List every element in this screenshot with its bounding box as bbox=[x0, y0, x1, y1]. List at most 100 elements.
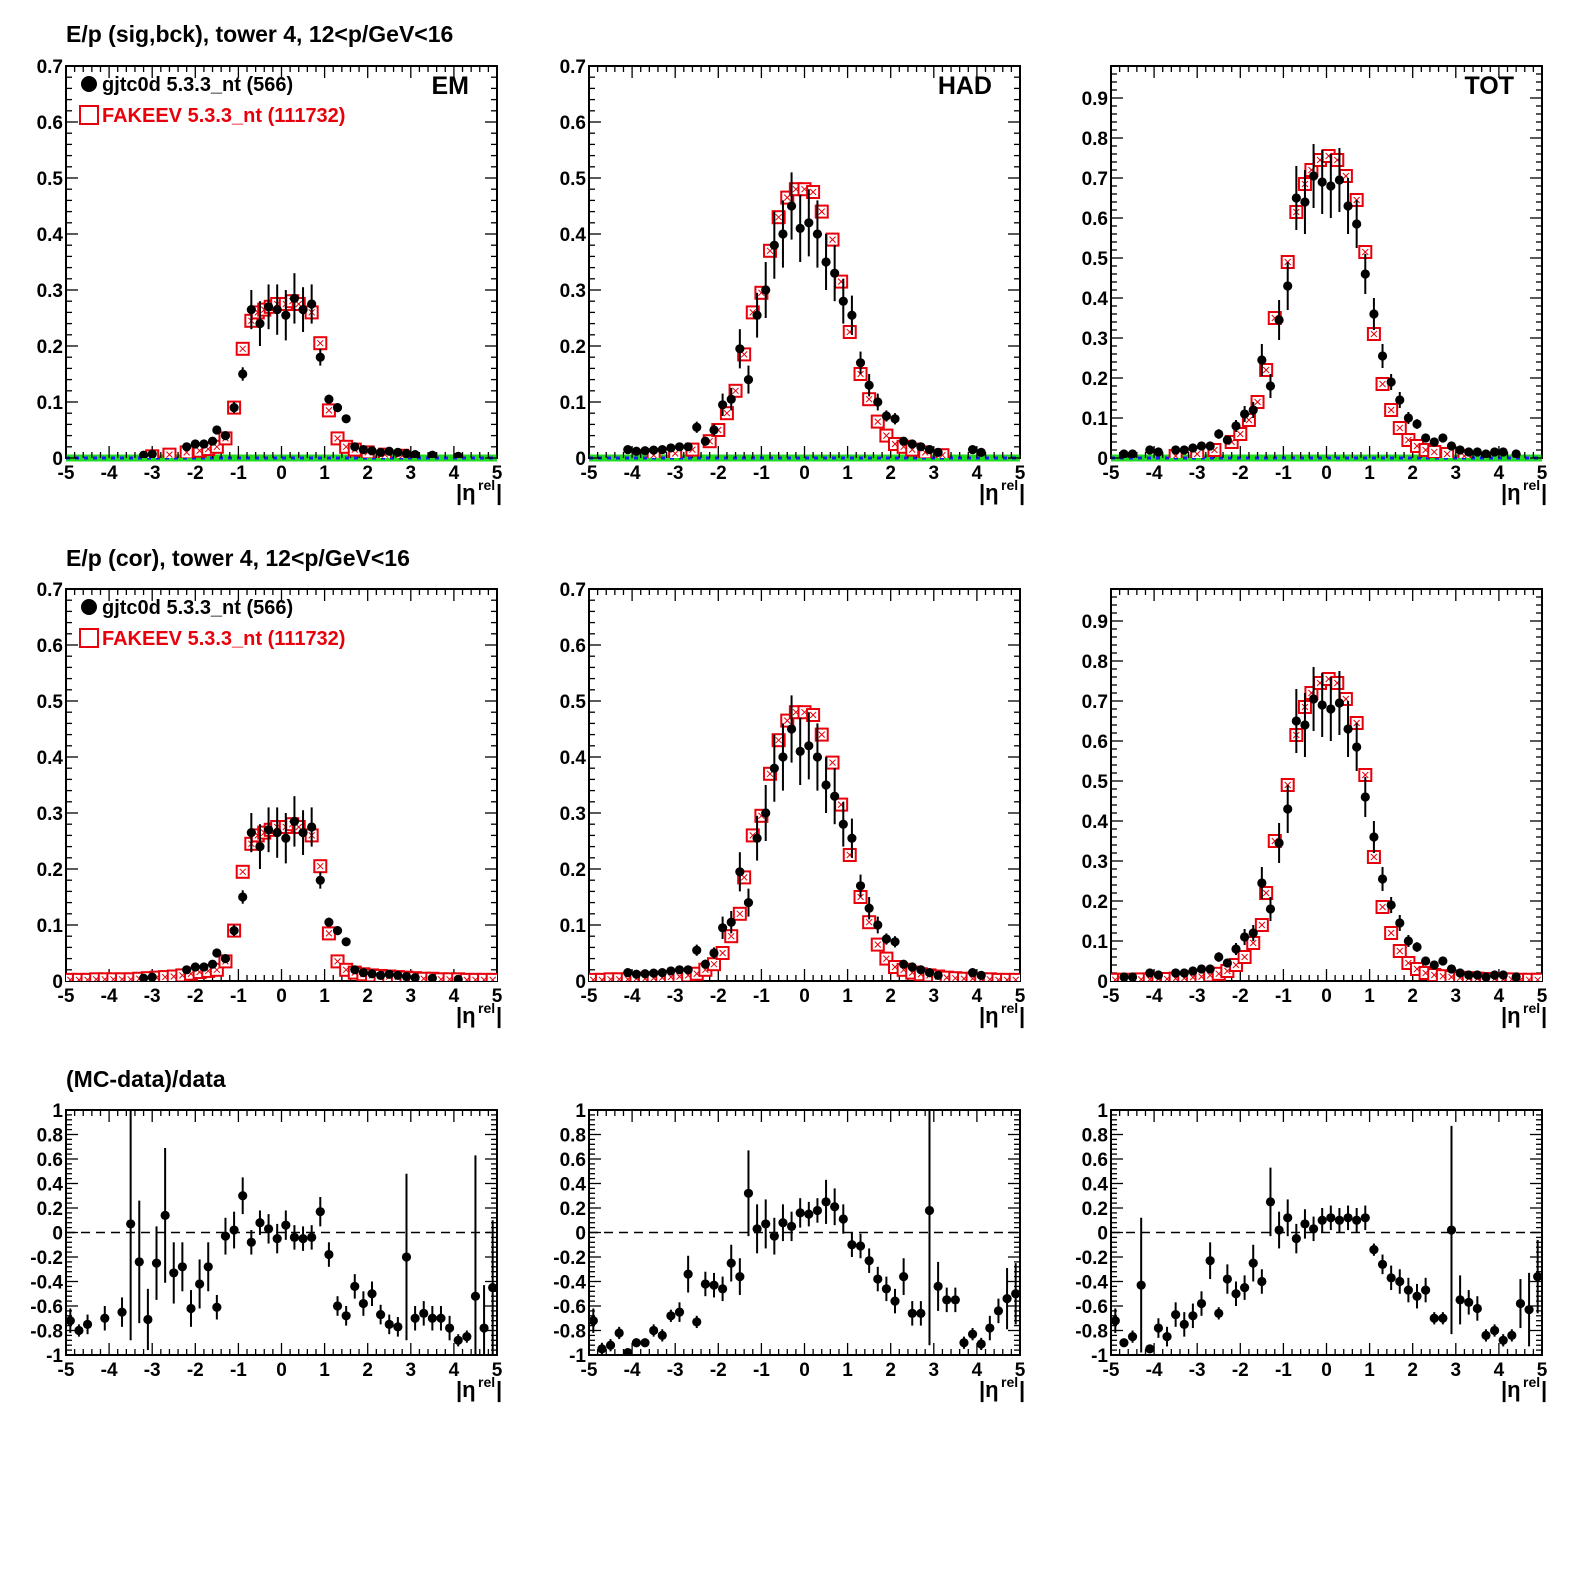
data-point bbox=[718, 400, 728, 410]
data-point bbox=[298, 828, 308, 838]
mc-marker-cross bbox=[775, 736, 782, 744]
data-point bbox=[1127, 972, 1138, 981]
data-point bbox=[1377, 1259, 1388, 1269]
data-point bbox=[1257, 355, 1267, 365]
mc-marker-cross bbox=[316, 339, 324, 347]
data-point bbox=[1145, 1344, 1155, 1354]
data-point bbox=[692, 422, 702, 432]
data-point bbox=[263, 1224, 274, 1234]
data-point bbox=[881, 411, 891, 421]
data-point bbox=[1119, 449, 1129, 458]
row-title-3: (MC-data)/data bbox=[66, 1066, 226, 1092]
data-point bbox=[1395, 918, 1405, 928]
mc-marker-cross bbox=[874, 941, 882, 948]
data-point bbox=[195, 1279, 205, 1289]
x-tick-label: 2 bbox=[362, 1360, 373, 1381]
data-point bbox=[238, 369, 248, 379]
data-point bbox=[100, 1313, 110, 1323]
data-point bbox=[1231, 421, 1241, 431]
data-point bbox=[1352, 742, 1362, 752]
data-layer bbox=[623, 172, 986, 458]
data-point bbox=[657, 445, 667, 455]
data-point bbox=[855, 358, 866, 368]
x-tick-label: 1 bbox=[842, 463, 853, 484]
data-point bbox=[1412, 1291, 1422, 1301]
data-point bbox=[709, 1280, 719, 1290]
data-point bbox=[1464, 970, 1474, 980]
y-tick-label: 0.8 bbox=[1082, 1126, 1108, 1147]
x-tick-label: -5 bbox=[581, 463, 598, 484]
data-point bbox=[743, 375, 754, 385]
mc-marker-cross bbox=[1387, 406, 1395, 414]
data-point bbox=[847, 833, 857, 843]
y-tick-label: 0.4 bbox=[560, 748, 587, 769]
x-tick-label: 0 bbox=[799, 986, 810, 1007]
mc-marker-cross bbox=[874, 418, 882, 425]
mc-marker bbox=[485, 972, 497, 981]
y-tick-label: 0.7 bbox=[1082, 692, 1108, 713]
mc-marker-cross bbox=[732, 387, 739, 395]
data-layer bbox=[1111, 667, 1542, 981]
data-point bbox=[838, 1214, 848, 1224]
data-point bbox=[341, 1311, 351, 1321]
row-title-1: E/p (sig,bck), tower 4, 12<p/GeV<16 bbox=[66, 21, 453, 47]
x-tick-label: -3 bbox=[144, 1360, 161, 1381]
panel-tot-ratio: -5 -4 -3 -2 -1 0 1 2 3 4 5 -1 -0.8 -0.6 -0.4 -0.2 0 0.2 0.… bbox=[1075, 1101, 1547, 1402]
mc-marker-cross bbox=[1379, 903, 1386, 911]
x-tick-label: -1 bbox=[1275, 463, 1292, 484]
panel-had-sigbck: -5 -4 -3 -2 -1 0 1 2 3 4 5 0 0.1 0.2 0.3 0.4 0.5 0.6 0.7 |η… bbox=[560, 57, 1026, 505]
data-point bbox=[1153, 1323, 1164, 1333]
data-point bbox=[147, 449, 157, 458]
y-tick-label: -1 bbox=[46, 1346, 63, 1367]
data-point bbox=[1240, 409, 1250, 419]
data-point bbox=[1222, 1274, 1232, 1284]
data-point bbox=[1179, 968, 1189, 978]
x-tick-label: 4 bbox=[1494, 1360, 1505, 1381]
mc-marker-cross bbox=[1387, 929, 1395, 937]
y-tick-label: -1 bbox=[569, 1346, 586, 1367]
mc-marker-cross bbox=[295, 300, 303, 308]
data-point bbox=[605, 1340, 616, 1350]
data-point bbox=[881, 1284, 891, 1294]
x-axis-label-close: | bbox=[1019, 1003, 1025, 1028]
x-tick-label: -2 bbox=[187, 986, 204, 1007]
y-tick-label: 0.3 bbox=[37, 281, 63, 302]
data-point bbox=[735, 867, 745, 877]
data-point bbox=[1274, 315, 1284, 325]
mc-marker-cross bbox=[689, 446, 696, 453]
x-axis-label: |η bbox=[979, 480, 999, 505]
x-tick-label: -2 bbox=[187, 1360, 204, 1381]
data-point bbox=[1196, 441, 1207, 451]
x-tick-label: 1 bbox=[319, 1360, 330, 1381]
data-point bbox=[864, 380, 874, 390]
data-point bbox=[203, 1262, 213, 1272]
data-point bbox=[190, 439, 200, 449]
data-point bbox=[1455, 968, 1465, 978]
data-point bbox=[726, 394, 736, 404]
data-point bbox=[1438, 956, 1448, 966]
data-point bbox=[307, 1232, 317, 1242]
mc-marker-cross bbox=[1245, 416, 1253, 424]
data-point bbox=[1283, 804, 1293, 814]
data-point bbox=[1352, 219, 1362, 229]
data-point bbox=[289, 293, 300, 303]
data-point bbox=[82, 1319, 93, 1329]
data-point bbox=[1240, 1283, 1250, 1293]
data-point bbox=[350, 965, 360, 975]
mc-marker bbox=[1008, 972, 1020, 981]
data-point bbox=[666, 443, 676, 453]
data-point bbox=[1481, 972, 1491, 981]
data-point bbox=[700, 436, 710, 446]
data-point bbox=[160, 1210, 170, 1220]
x-tick-label: -3 bbox=[144, 986, 161, 1007]
data-point bbox=[907, 962, 917, 972]
data-point bbox=[907, 439, 917, 449]
data-point bbox=[640, 446, 650, 456]
data-point bbox=[752, 1224, 762, 1234]
data-point bbox=[212, 948, 222, 958]
data-point bbox=[1446, 964, 1457, 974]
x-axis-label-superscript: rel bbox=[1523, 1374, 1540, 1390]
data-point bbox=[709, 948, 719, 958]
data-point bbox=[126, 1219, 136, 1229]
